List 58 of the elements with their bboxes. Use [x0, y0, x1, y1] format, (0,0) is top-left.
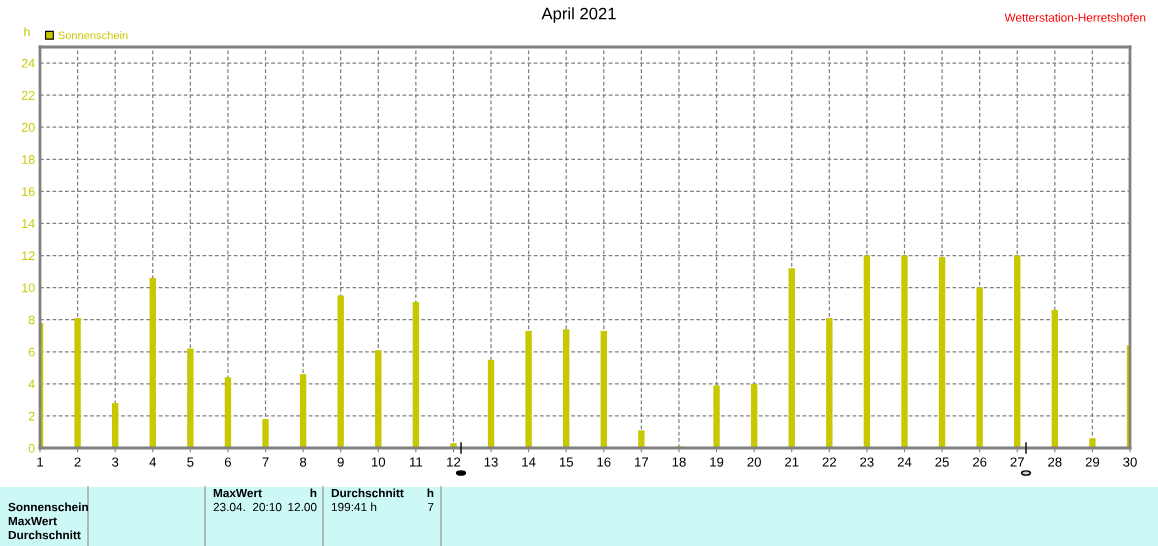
x-tick-label: 7 — [262, 457, 269, 467]
x-tick-label: 9 — [337, 457, 344, 467]
y-tick-label: 18 — [22, 155, 35, 164]
x-tick-label: 2 — [74, 457, 81, 467]
text: 23.04. 20:10 — [213, 502, 282, 512]
x-tick-label: 25 — [935, 457, 949, 467]
legend-label: Sonnenschein — [58, 31, 128, 40]
text: MaxWert — [8, 516, 57, 526]
x-tick-label: 10 — [371, 457, 386, 467]
y-tick-label: 16 — [22, 187, 35, 197]
x-tick-label: 3 — [112, 457, 119, 467]
x-tick-label: 12 — [447, 457, 461, 467]
x-tick-label: 29 — [1085, 457, 1100, 467]
x-tick-label: 13 — [484, 457, 498, 467]
text: 12.00 — [288, 502, 317, 512]
x-tick-label: 1 — [37, 457, 44, 467]
x-tick-label: 20 — [747, 457, 761, 467]
y-tick-label: 4 — [28, 379, 35, 389]
text: 7 — [428, 502, 434, 512]
x-tick-label: 11 — [410, 457, 423, 467]
text: Durchschnitt — [331, 488, 404, 498]
x-tick-label: 24 — [897, 457, 912, 467]
y-tick-label: 8 — [28, 315, 35, 325]
text: h — [310, 488, 317, 498]
x-tick-label: 18 — [672, 457, 686, 467]
y-tick-label: 20 — [21, 123, 35, 132]
y-tick-label: 24 — [21, 58, 35, 68]
x-tick-label: 27 — [1010, 457, 1024, 467]
y-tick-label: 0 — [28, 443, 35, 453]
y-tick-label: 2 — [28, 411, 35, 421]
x-tick-label: 8 — [300, 457, 307, 467]
x-tick-label: 15 — [559, 457, 573, 467]
x-tick-label: 14 — [522, 457, 536, 467]
x-tick-label: 6 — [224, 457, 232, 467]
text: Sonnenschein — [8, 502, 88, 512]
x-tick-label: 16 — [597, 457, 611, 467]
text: Wetterstation-Herretshofen — [1004, 13, 1146, 22]
text: 199:41 h — [331, 502, 377, 512]
y-axis-title: h — [24, 27, 30, 37]
x-tick-label: 17 — [635, 457, 649, 467]
x-tick-label: 5 — [187, 457, 194, 467]
x-tick-label: 26 — [972, 457, 987, 467]
text: Durchschnitt — [8, 530, 81, 540]
text: MaxWert — [213, 488, 262, 498]
x-tick-label: 19 — [710, 457, 724, 467]
y-tick-label: 14 — [22, 219, 35, 228]
y-tick-label: 12 — [22, 251, 35, 261]
text: h — [427, 488, 434, 498]
y-tick-label: 10 — [22, 283, 35, 293]
x-tick-label: 21 — [785, 457, 799, 467]
chart-title: April 2021 — [541, 7, 616, 23]
x-tick-label: 4 — [149, 457, 157, 467]
y-tick-label: 6 — [28, 347, 35, 357]
y-tick-label: 22 — [21, 90, 35, 100]
x-tick-label: 22 — [822, 457, 836, 467]
x-tick-label: 30 — [1123, 457, 1137, 467]
x-tick-label: 23 — [860, 457, 874, 467]
x-tick-label: 28 — [1048, 457, 1062, 467]
